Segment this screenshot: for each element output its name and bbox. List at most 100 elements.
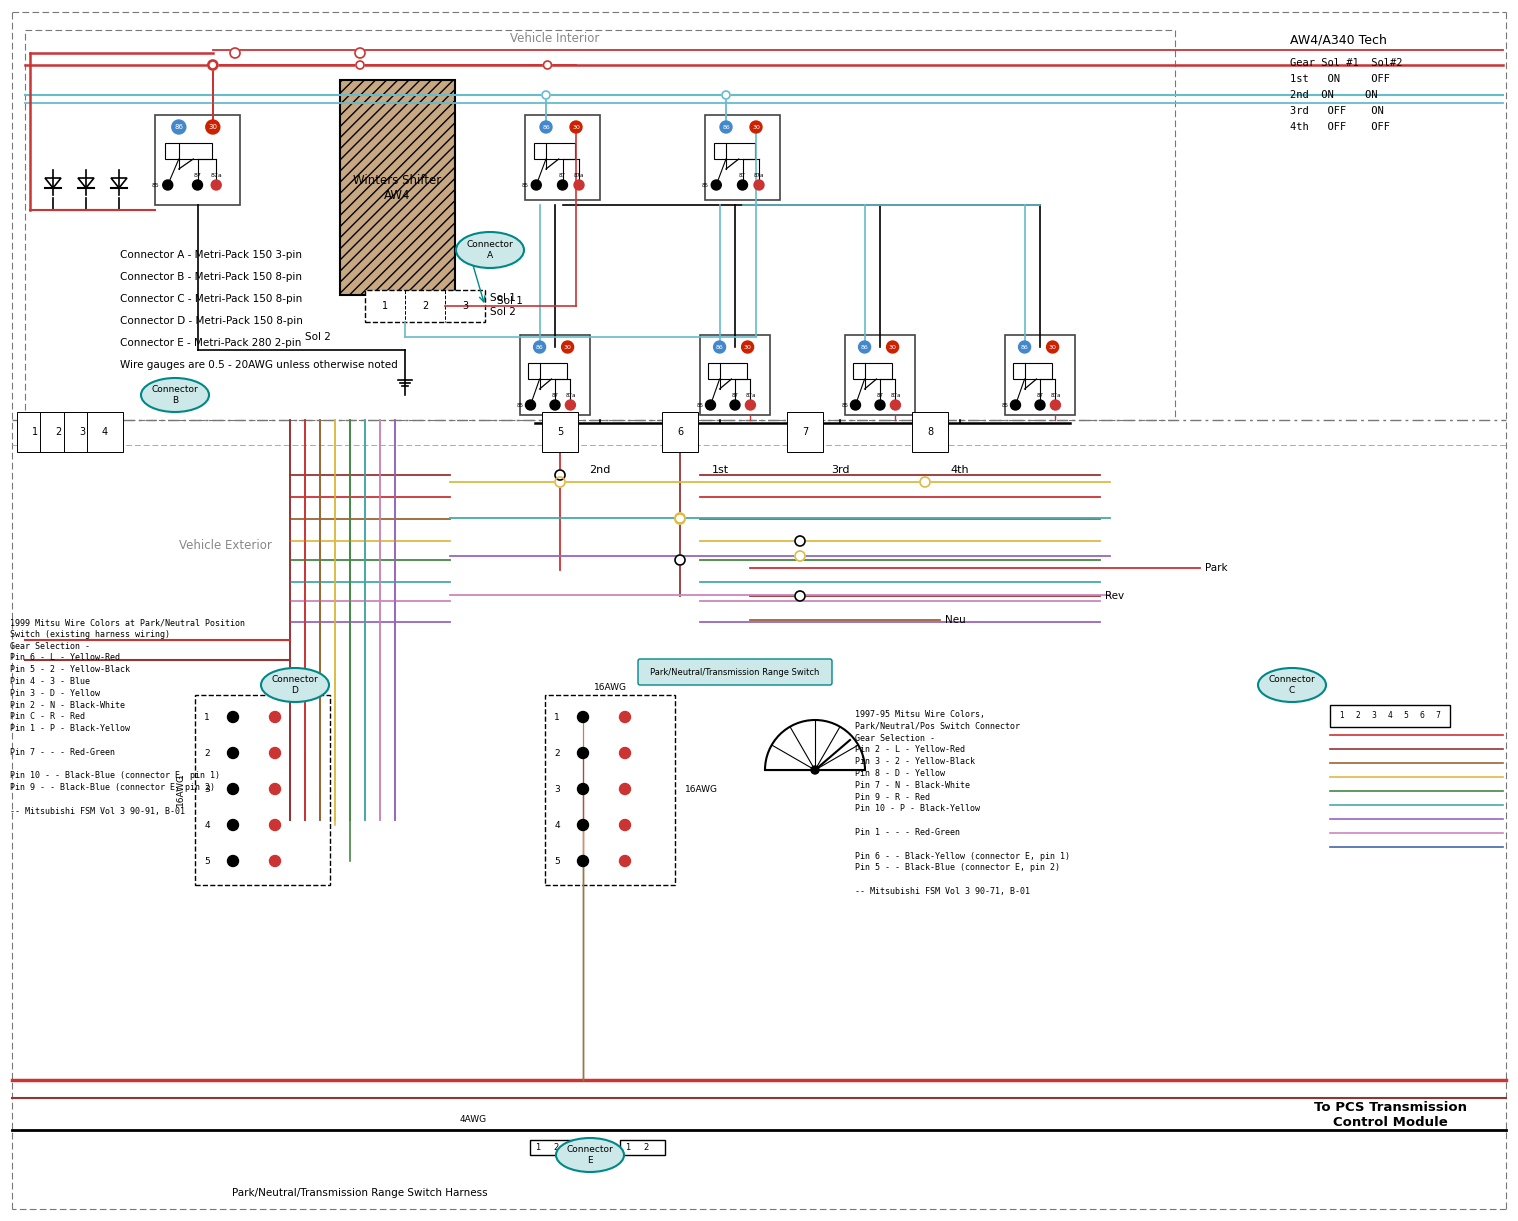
Text: 1st: 1st	[712, 465, 729, 475]
Circle shape	[723, 92, 730, 99]
Circle shape	[891, 400, 900, 410]
Circle shape	[228, 747, 238, 758]
Text: 3: 3	[554, 785, 560, 794]
Text: 8: 8	[927, 427, 934, 437]
Text: 2: 2	[55, 427, 61, 437]
Text: 1: 1	[625, 1144, 630, 1153]
Text: Connector C - Metri-Pack 150 8-pin: Connector C - Metri-Pack 150 8-pin	[120, 294, 302, 304]
Circle shape	[577, 856, 589, 867]
Text: 85: 85	[522, 182, 528, 188]
Circle shape	[542, 92, 550, 99]
Circle shape	[231, 48, 240, 59]
Bar	[521, 335, 591, 415]
Text: Sol 2: Sol 2	[490, 306, 516, 317]
Text: 86: 86	[175, 125, 184, 129]
Circle shape	[172, 120, 185, 134]
Text: 85: 85	[1002, 403, 1008, 408]
Circle shape	[720, 121, 732, 133]
Bar	[528, 363, 566, 379]
Text: 4th   OFF    OFF: 4th OFF OFF	[1290, 122, 1390, 132]
Circle shape	[619, 747, 630, 758]
Text: Park/Neutral/Transmission Range Switch Harness: Park/Neutral/Transmission Range Switch H…	[232, 1188, 487, 1198]
Text: Connector
E: Connector E	[566, 1145, 613, 1165]
Text: 2: 2	[422, 302, 428, 311]
Text: Connector E - Metri-Pack 280 2-pin: Connector E - Metri-Pack 280 2-pin	[120, 338, 302, 348]
Text: Winters Shifter
AW4: Winters Shifter AW4	[354, 173, 442, 201]
Bar	[530, 1140, 575, 1155]
Circle shape	[874, 400, 885, 410]
Text: 1: 1	[32, 427, 38, 437]
Ellipse shape	[1258, 668, 1327, 702]
Text: Connector
D: Connector D	[272, 675, 319, 695]
Circle shape	[228, 712, 238, 723]
Text: Connector A - Metri-Pack 150 3-pin: Connector A - Metri-Pack 150 3-pin	[120, 250, 302, 260]
Text: 2: 2	[554, 1144, 559, 1153]
Text: 5: 5	[554, 856, 560, 866]
Text: 2nd: 2nd	[589, 465, 610, 475]
Bar	[1014, 363, 1052, 379]
Text: Gear Sol #1  Sol#2: Gear Sol #1 Sol#2	[1290, 59, 1403, 68]
Text: 87a: 87a	[1050, 392, 1061, 398]
Bar	[545, 695, 676, 885]
Text: 1: 1	[1339, 712, 1345, 720]
Text: Vehicle Exterior: Vehicle Exterior	[179, 538, 272, 552]
Text: 85: 85	[701, 182, 709, 188]
Text: Vehicle Interior: Vehicle Interior	[510, 32, 600, 44]
Bar	[700, 335, 770, 415]
Text: 5: 5	[1404, 712, 1409, 720]
Circle shape	[577, 747, 589, 758]
Text: 1: 1	[203, 713, 209, 722]
Circle shape	[920, 477, 931, 487]
Circle shape	[713, 341, 726, 353]
Circle shape	[228, 856, 238, 867]
Circle shape	[531, 179, 542, 190]
Circle shape	[574, 179, 584, 190]
Text: Wire gauges are 0.5 - 20AWG unless otherwise noted: Wire gauges are 0.5 - 20AWG unless other…	[120, 360, 398, 370]
Text: 3: 3	[461, 302, 468, 311]
Text: 3rd   OFF    ON: 3rd OFF ON	[1290, 106, 1384, 116]
Text: Sol 1: Sol 1	[490, 293, 516, 303]
Text: 30: 30	[751, 125, 761, 129]
Circle shape	[811, 766, 820, 774]
Text: 87: 87	[732, 392, 738, 398]
Bar	[155, 115, 240, 205]
Circle shape	[706, 400, 715, 410]
Text: 2: 2	[554, 748, 560, 757]
Circle shape	[676, 513, 685, 523]
Text: 87: 87	[1037, 392, 1043, 398]
Bar	[619, 1140, 665, 1155]
Text: 86: 86	[1020, 344, 1029, 349]
Text: 87a: 87a	[754, 172, 764, 177]
Circle shape	[540, 121, 553, 133]
Text: 4th: 4th	[950, 465, 970, 475]
Circle shape	[1046, 341, 1058, 353]
Circle shape	[1019, 341, 1031, 353]
Text: 1: 1	[536, 1144, 540, 1153]
Text: 6: 6	[677, 427, 683, 437]
Text: 86: 86	[542, 125, 550, 129]
Text: 87a: 87a	[745, 392, 756, 398]
Bar	[194, 695, 329, 885]
Circle shape	[228, 784, 238, 795]
Text: To PCS Transmission
Control Module: To PCS Transmission Control Module	[1313, 1101, 1466, 1129]
Text: 16AWG: 16AWG	[685, 785, 718, 795]
Text: 30: 30	[208, 125, 217, 129]
Text: 16AWG: 16AWG	[594, 683, 627, 691]
Text: 2: 2	[205, 748, 209, 757]
Circle shape	[750, 121, 762, 133]
Text: 87: 87	[739, 172, 745, 177]
Circle shape	[562, 341, 574, 353]
Circle shape	[795, 591, 805, 601]
Text: 1: 1	[383, 302, 389, 311]
FancyBboxPatch shape	[638, 659, 832, 685]
Bar	[534, 143, 575, 159]
Text: 87: 87	[194, 172, 202, 177]
Text: 30: 30	[563, 344, 572, 349]
Circle shape	[556, 477, 565, 487]
Text: AW4/A340 Tech: AW4/A340 Tech	[1290, 33, 1387, 46]
Bar	[704, 115, 780, 200]
Text: 30: 30	[888, 344, 897, 349]
Circle shape	[754, 179, 764, 190]
Circle shape	[795, 551, 805, 560]
Text: 2: 2	[1356, 712, 1360, 720]
